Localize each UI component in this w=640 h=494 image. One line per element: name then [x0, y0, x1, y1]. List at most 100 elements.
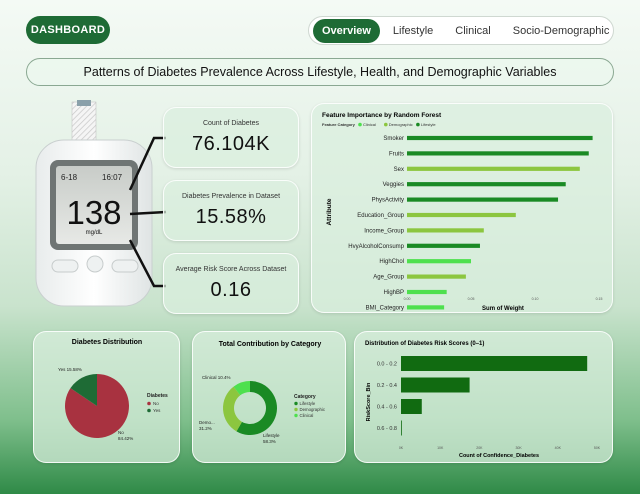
donut-slice: [223, 386, 242, 432]
legend-marker: [147, 401, 151, 406]
bar: [407, 243, 480, 248]
legend-marker: [384, 122, 388, 127]
bar: [401, 356, 588, 371]
data-label: 31.2%: [199, 426, 212, 431]
bar: [407, 151, 589, 156]
tick-label: HighBP: [384, 290, 404, 296]
diabetes-distribution-panel: Diabetes Distribution Yes 15.58% No 84.42% D…: [33, 331, 180, 463]
data-label: 58.3%: [263, 439, 276, 444]
x-tick-label: 40K: [555, 446, 562, 450]
kpi-label: Diabetes Prevalence in Dataset: [181, 192, 281, 200]
tick-label: Veggies: [383, 182, 404, 188]
kpi-value: 0.16: [210, 278, 252, 301]
tab-clinical[interactable]: Clinical: [455, 24, 491, 37]
tab-lifestyle[interactable]: Lifestyle: [392, 24, 434, 37]
tick-label: Fruits: [389, 151, 404, 157]
legend-label: No: [153, 401, 159, 406]
tick-label: Age_Group: [373, 275, 404, 281]
meter-date: 6-18: [61, 173, 78, 182]
tick-label: 0.4 - 0.6: [377, 405, 397, 411]
legend-label: Lifestyle: [421, 122, 436, 127]
legend-marker: [358, 122, 362, 127]
bar: [401, 399, 422, 414]
dashboard-button[interactable]: DASHBOARD: [26, 16, 110, 44]
data-label: Yes 15.58%: [58, 367, 82, 372]
x-tick-label: 10K: [437, 446, 444, 450]
connector-line-middle: [129, 210, 167, 216]
kpi-card-count: Count of Diabetes 76.104K: [163, 107, 299, 168]
legend-label: Demographic: [300, 407, 326, 412]
legend-marker: [416, 122, 420, 127]
legend-label: Yes: [153, 408, 161, 413]
bar: [407, 228, 484, 233]
kpi-card-risk-score: Average Risk Score Across Dataset 0.16: [163, 253, 299, 314]
kpi-value: 15.58%: [195, 205, 267, 228]
page-title: Patterns of Diabetes Prevalence Across L…: [26, 58, 614, 86]
data-label: No: [118, 430, 124, 435]
chart-title: Feature Importance by Random Forest: [322, 112, 442, 119]
x-tick-label: 30K: [515, 446, 522, 450]
tick-label: BMI_Category: [366, 305, 404, 311]
tick-label: 0.0 - 0.2: [377, 362, 397, 368]
meter-time: 16:07: [102, 173, 123, 182]
risk-score-panel: Distribution of Diabetes Risk Scores (0–…: [354, 331, 613, 463]
legend-label: Lifestyle: [300, 401, 316, 406]
data-label: 84.42%: [118, 436, 133, 441]
legend-marker: [294, 407, 298, 412]
legend-marker: [294, 413, 298, 418]
x-tick-label: 0.15: [596, 297, 603, 301]
tick-label: 0.6 - 0.8: [377, 426, 397, 432]
data-label: Lifestyle: [263, 433, 280, 438]
bar: [407, 212, 516, 218]
chart-title: Distribution of Diabetes Risk Scores (0–…: [365, 341, 484, 347]
category-contribution-panel: Total Contribution by Category Clinical 1…: [192, 331, 346, 463]
risk-score-chart: Distribution of Diabetes Risk Scores (0–…: [365, 341, 601, 459]
legend-label: Clinical: [300, 413, 314, 418]
tick-label: Sex: [394, 167, 404, 173]
meter-lcd: [56, 166, 132, 244]
bar: [407, 289, 447, 295]
legend-label: Demographic: [389, 122, 413, 127]
bar: [401, 377, 470, 393]
legend-marker: [147, 408, 151, 413]
tick-label: HighChol: [379, 259, 404, 265]
bar: [407, 197, 559, 202]
tab-socio-demographic[interactable]: Socio-Demographic: [512, 24, 610, 37]
x-tick-label: 20K: [476, 446, 483, 450]
meter-center-button: [86, 255, 104, 273]
tick-label: PhysActivity: [372, 198, 404, 204]
category-contribution-chart: Total Contribution by Category Clinical 1…: [199, 341, 326, 444]
donut-slice: [236, 381, 277, 435]
x-tick-label: 0K: [399, 446, 404, 450]
x-tick-label: 50K: [594, 446, 601, 450]
y-axis-label: RiskScore_Bin: [366, 382, 372, 421]
chart-title: Diabetes Distribution: [72, 339, 142, 346]
tick-label: Education_Group: [357, 213, 404, 219]
x-tick-label: 0.00: [404, 297, 411, 301]
legend-marker: [294, 401, 298, 406]
tab-overview[interactable]: Overview: [313, 18, 380, 43]
x-tick-label: 0.10: [532, 297, 539, 301]
tick-label: HvyAlcoholConsump: [348, 244, 404, 250]
meter-right-button: [111, 259, 139, 273]
bar: [407, 259, 471, 264]
donut-slice: [233, 381, 250, 396]
kpi-card-prevalence: Diabetes Prevalence in Dataset 15.58%: [163, 180, 299, 241]
connector-lines: [128, 136, 167, 288]
tick-label: Smoker: [383, 136, 404, 142]
meter-left-button: [51, 259, 79, 273]
data-label: Demo...: [199, 420, 215, 425]
bar: [407, 182, 566, 187]
feature-importance-panel: Feature Importance by Random Forest Featu…: [311, 103, 613, 313]
bar: [407, 166, 580, 171]
bar: [407, 135, 593, 141]
bar: [407, 274, 466, 279]
glucose-meter-illustration: 6-18 16:07 138 mg/dL: [35, 100, 153, 307]
kpi-label: Average Risk Score Across Dataset: [175, 265, 287, 273]
bar: [401, 420, 402, 436]
chart-title: Total Contribution by Category: [219, 341, 322, 348]
kpi-label: Count of Diabetes: [202, 119, 260, 127]
legend-title: Feature Category: [322, 122, 356, 127]
bar: [407, 305, 445, 310]
